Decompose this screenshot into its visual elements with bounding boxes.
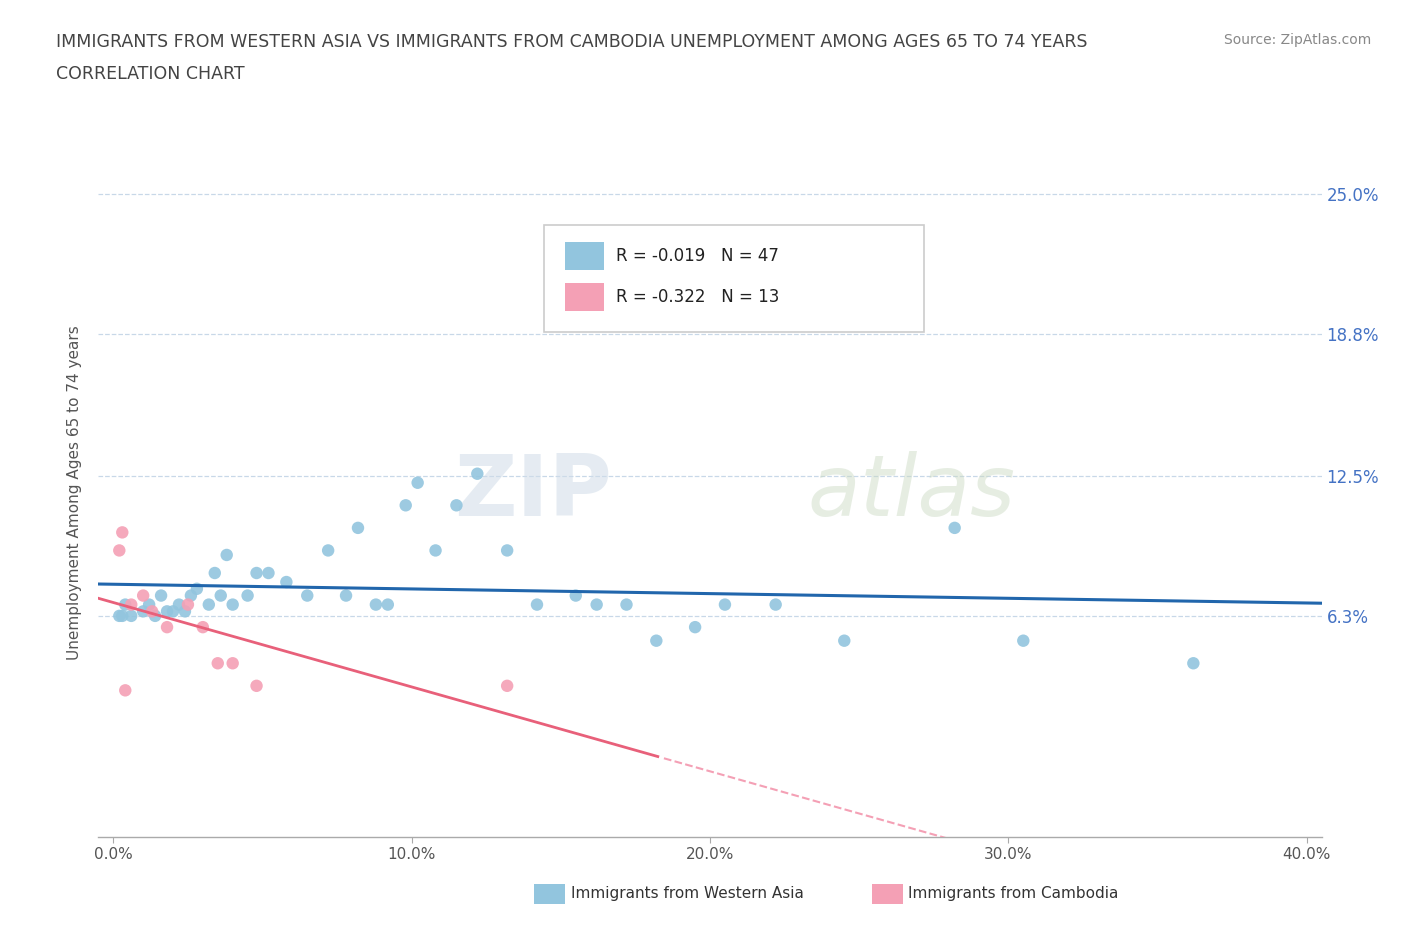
Point <box>221 656 243 671</box>
Point <box>138 597 160 612</box>
Point <box>585 597 607 612</box>
Text: R = -0.322   N = 13: R = -0.322 N = 13 <box>616 288 779 306</box>
Text: IMMIGRANTS FROM WESTERN ASIA VS IMMIGRANTS FROM CAMBODIA UNEMPLOYMENT AMONG AGES: IMMIGRANTS FROM WESTERN ASIA VS IMMIGRAN… <box>56 33 1088 50</box>
Text: atlas: atlas <box>808 451 1017 535</box>
Point <box>156 619 179 634</box>
Point <box>186 581 208 596</box>
Point <box>714 597 737 612</box>
Point <box>167 597 190 612</box>
Point <box>174 604 197 618</box>
Text: ZIP: ZIP <box>454 451 612 535</box>
Point <box>765 597 787 612</box>
Point <box>565 588 588 603</box>
Point <box>276 575 298 590</box>
Point <box>177 597 200 612</box>
Point <box>335 588 357 603</box>
Point <box>132 588 155 603</box>
Point <box>347 521 370 536</box>
Point <box>832 633 855 648</box>
Point <box>120 608 142 623</box>
Point <box>496 543 519 558</box>
Point <box>108 543 131 558</box>
Point <box>191 619 214 634</box>
Point <box>221 597 243 612</box>
Point <box>1182 656 1205 671</box>
Point <box>198 597 221 612</box>
Point <box>465 466 488 481</box>
Y-axis label: Unemployment Among Ages 65 to 74 years: Unemployment Among Ages 65 to 74 years <box>67 326 83 660</box>
Point <box>245 565 267 580</box>
Text: Source: ZipAtlas.com: Source: ZipAtlas.com <box>1223 33 1371 46</box>
Point <box>425 543 447 558</box>
Point <box>114 597 136 612</box>
Point <box>156 604 179 618</box>
Text: Immigrants from Cambodia: Immigrants from Cambodia <box>908 886 1119 901</box>
Point <box>120 597 142 612</box>
Point <box>236 588 259 603</box>
Text: CORRELATION CHART: CORRELATION CHART <box>56 65 245 83</box>
Point <box>180 588 202 603</box>
Point <box>683 619 706 634</box>
Point <box>616 597 638 612</box>
Point <box>132 604 155 618</box>
Point <box>364 597 387 612</box>
Text: Immigrants from Western Asia: Immigrants from Western Asia <box>571 886 804 901</box>
Point <box>209 588 232 603</box>
Text: R = -0.019   N = 47: R = -0.019 N = 47 <box>616 247 779 265</box>
Point <box>377 597 399 612</box>
Point <box>395 498 418 512</box>
Point <box>245 678 267 693</box>
Point <box>257 565 280 580</box>
Point <box>114 683 136 698</box>
Point <box>1012 633 1035 648</box>
Point <box>143 608 166 623</box>
Point <box>316 543 339 558</box>
Point <box>297 588 319 603</box>
Point <box>215 548 238 563</box>
Point <box>645 633 668 648</box>
Point <box>111 525 134 539</box>
Point <box>141 604 163 618</box>
Point <box>496 678 519 693</box>
Point <box>406 475 429 490</box>
Point <box>446 498 468 512</box>
Point <box>526 597 548 612</box>
Point <box>162 604 184 618</box>
Point <box>204 565 226 580</box>
Point <box>111 608 134 623</box>
Point <box>943 521 966 536</box>
Point <box>207 656 229 671</box>
Point <box>150 588 173 603</box>
Point <box>108 608 131 623</box>
